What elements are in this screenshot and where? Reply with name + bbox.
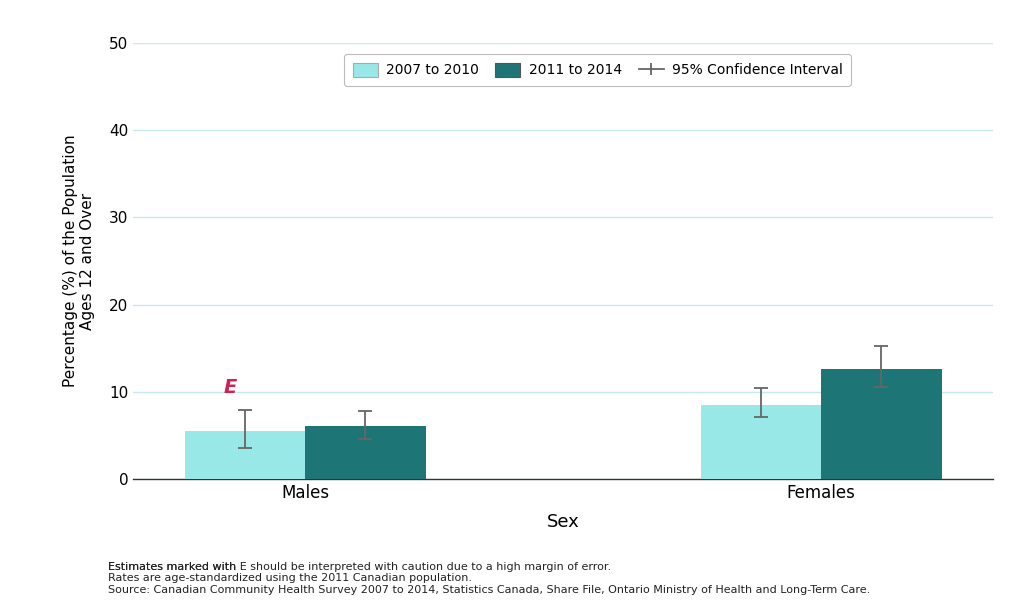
Text: Estimates marked with E should be interpreted with caution due to a high margin : Estimates marked with E should be interp…: [108, 562, 869, 595]
Legend: 2007 to 2010, 2011 to 2014, 95% Confidence Interval: 2007 to 2010, 2011 to 2014, 95% Confiden…: [344, 54, 851, 86]
X-axis label: Sex: Sex: [547, 513, 580, 531]
Y-axis label: Percentage (%) of the Population
Ages 12 and Over: Percentage (%) of the Population Ages 12…: [62, 134, 95, 387]
Text: Estimates marked with: Estimates marked with: [108, 562, 240, 572]
Bar: [700, 405, 821, 479]
Text: E: E: [224, 378, 238, 397]
Bar: [821, 369, 942, 479]
Bar: [305, 426, 426, 479]
Bar: [184, 431, 305, 479]
